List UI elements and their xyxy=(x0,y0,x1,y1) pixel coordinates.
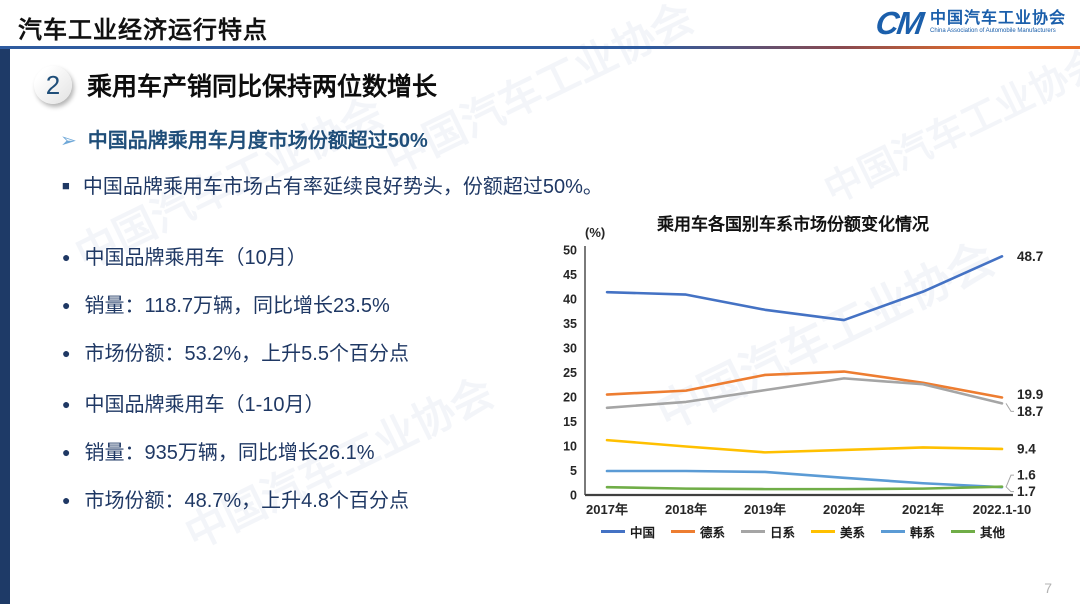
y-tick-label: 25 xyxy=(563,366,577,380)
y-tick-label: 15 xyxy=(563,415,577,429)
legend-label: 德系 xyxy=(699,526,725,540)
series-line-韩系 xyxy=(605,469,1004,489)
bullet-item: 中国品牌乘用车（1-10月） xyxy=(62,390,409,420)
legend-item-日系: 日系 xyxy=(740,522,795,541)
page-number: 7 xyxy=(1044,580,1052,596)
y-tick-label: 30 xyxy=(563,342,577,356)
bullet-item: 市场份额：48.7%，上升4.8个百分点 xyxy=(62,486,409,516)
legend-label: 美系 xyxy=(840,526,866,540)
x-tick-label: 2019年 xyxy=(744,502,786,517)
logo-org-name-en: China Association of Automobile Manufact… xyxy=(929,28,1056,35)
legend-item-中国: 中国 xyxy=(600,522,655,541)
legend-label: 中国 xyxy=(629,526,655,540)
market-share-chart: 乘用车各国别车系市场份额变化情况 (%) 0 5 10 15 20 25 30 35 40 45 5… xyxy=(543,210,1073,560)
legend-swatch-icon xyxy=(951,530,976,533)
y-tick-label: 5 xyxy=(570,464,577,478)
bullet-item: 中国品牌乘用车（10月） xyxy=(62,243,409,273)
left-accent-bar xyxy=(0,49,10,604)
y-tick-label: 50 xyxy=(563,244,577,258)
legend-label: 日系 xyxy=(769,526,795,540)
series-end-label-韩系: 1.6 xyxy=(1017,468,1036,483)
series-end-label-中国: 48.7 xyxy=(1017,249,1043,264)
page-title: 汽车工业经济运行特点 xyxy=(18,17,268,44)
y-tick-label: 20 xyxy=(563,391,577,405)
section-heading: 乘用车产销同比保持两位数增长 xyxy=(87,73,438,101)
x-tick-label: 2017年 xyxy=(586,502,628,517)
x-tick-label: 2020年 xyxy=(823,502,865,517)
chart-title: 乘用车各国别车系市场份额变化情况 xyxy=(657,215,929,234)
x-tick-label: 2018年 xyxy=(665,502,707,517)
bullet-group-october: 中国品牌乘用车（10月） 销量：118.7万辆，同比增长23.5% 市场份额：5… xyxy=(62,243,409,387)
key-point: 中国品牌乘用车月度市场份额超过50% xyxy=(60,124,428,153)
y-tick-label: 40 xyxy=(563,293,577,307)
bullet-item: 销量：118.7万辆，同比增长23.5% xyxy=(62,291,409,321)
series-line-中国 xyxy=(605,255,1004,322)
caam-logo-icon: CM xyxy=(873,5,925,41)
legend-item-美系: 美系 xyxy=(811,522,865,541)
chart-canvas: 0 5 10 15 20 25 30 35 40 45 50 2017年 2018年 2019年 2020年… xyxy=(563,244,1043,518)
y-axis-unit-label: (%) xyxy=(585,225,606,240)
series-end-label-美系: 9.4 xyxy=(1017,441,1036,456)
legend-item-其他: 其他 xyxy=(951,522,1005,541)
summary-line: 中国品牌乘用车市场占有率延续良好势头，份额超过50%。 xyxy=(62,170,603,199)
series-line-日系 xyxy=(605,377,1004,410)
caam-logo: CM 中国汽车工业协会 China Association of Automob… xyxy=(873,5,1066,41)
legend-swatch-icon xyxy=(670,530,695,533)
end-label-leader xyxy=(1005,486,1014,493)
bullet-item: 市场份额：53.2%，上升5.5个百分点 xyxy=(62,339,409,369)
legend-label: 韩系 xyxy=(910,526,936,540)
chart-legend: 中国 德系 日系 美系 韩系 其他 xyxy=(543,522,1063,541)
legend-item-韩系: 韩系 xyxy=(881,522,935,541)
header-divider xyxy=(0,46,1080,49)
series-line-美系 xyxy=(605,438,1004,454)
end-label-leader xyxy=(1005,403,1014,412)
legend-swatch-icon xyxy=(600,530,625,533)
legend-swatch-icon xyxy=(881,530,906,533)
legend-item-德系: 德系 xyxy=(670,522,725,541)
series-end-label-德系: 19.9 xyxy=(1017,387,1043,402)
series-end-label-其他: 1.7 xyxy=(1017,484,1036,499)
bullet-item: 销量：935万辆，同比增长26.1% xyxy=(62,438,409,468)
legend-swatch-icon xyxy=(740,530,765,533)
legend-label: 其他 xyxy=(980,526,1006,540)
watermark: 中国汽车工业协会 xyxy=(818,41,1080,213)
series-line-其他 xyxy=(605,485,1004,491)
bullet-group-jan-oct: 中国品牌乘用车（1-10月） 销量：935万辆，同比增长26.1% 市场份额：4… xyxy=(62,390,409,534)
section-number-badge: 2 xyxy=(34,66,72,104)
x-tick-label: 2022.1-10 xyxy=(973,502,1032,517)
y-tick-label: 45 xyxy=(563,268,577,282)
y-tick-label: 35 xyxy=(563,317,577,331)
x-tick-label: 2021年 xyxy=(902,502,944,517)
legend-swatch-icon xyxy=(811,530,835,533)
logo-org-name-cn: 中国汽车工业协会 xyxy=(929,10,1066,28)
end-label-leader xyxy=(1005,474,1014,488)
series-line-德系 xyxy=(605,370,1004,399)
y-tick-label: 0 xyxy=(570,489,577,503)
series-end-label-日系: 18.7 xyxy=(1017,404,1043,419)
y-tick-label: 10 xyxy=(563,440,577,454)
